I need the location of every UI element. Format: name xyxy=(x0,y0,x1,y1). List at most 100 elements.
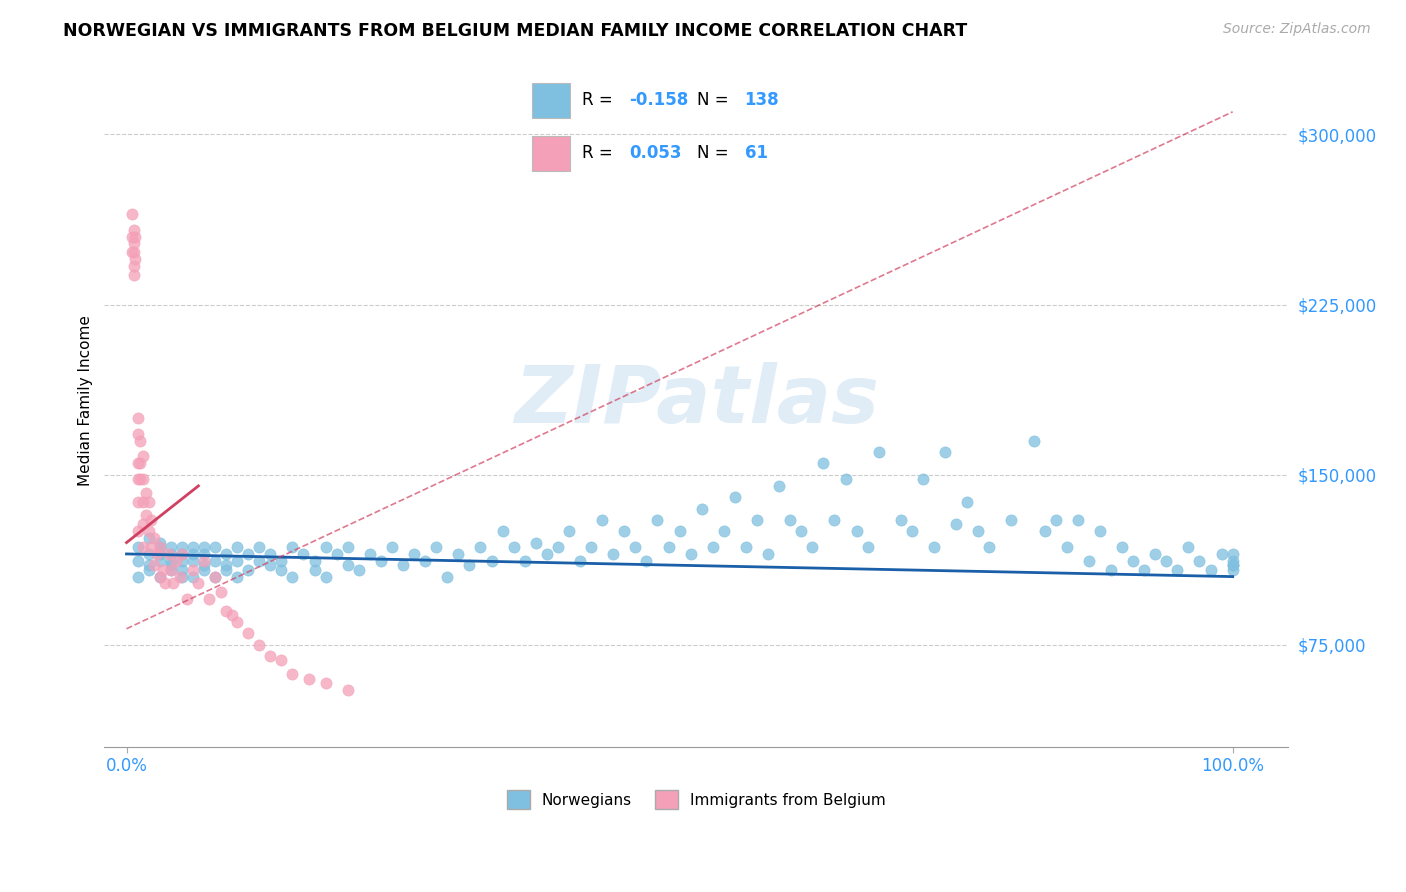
Text: R =: R = xyxy=(582,145,619,162)
Legend: Norwegians, Immigrants from Belgium: Norwegians, Immigrants from Belgium xyxy=(501,784,891,815)
Point xyxy=(122,268,145,282)
Point xyxy=(591,513,613,527)
Point xyxy=(247,554,270,568)
Point xyxy=(238,626,260,640)
Point xyxy=(181,554,204,568)
Point xyxy=(162,576,184,591)
Point xyxy=(1099,563,1122,577)
Bar xyxy=(531,83,571,118)
Point xyxy=(713,524,735,539)
Point xyxy=(404,547,426,561)
Point xyxy=(157,547,180,561)
Point xyxy=(170,547,193,561)
Point xyxy=(170,569,193,583)
Point xyxy=(1188,554,1211,568)
Point xyxy=(149,540,172,554)
Point xyxy=(558,524,581,539)
Point xyxy=(834,472,856,486)
Point xyxy=(315,676,337,690)
Point xyxy=(281,667,304,681)
Point xyxy=(413,554,436,568)
Point xyxy=(347,563,370,577)
Point xyxy=(132,495,155,509)
Point xyxy=(911,472,934,486)
Point xyxy=(1156,554,1178,568)
Point xyxy=(1077,554,1099,568)
Point xyxy=(1045,513,1067,527)
Point xyxy=(1056,540,1078,554)
Point xyxy=(152,563,174,577)
Text: NORWEGIAN VS IMMIGRANTS FROM BELGIUM MEDIAN FAMILY INCOME CORRELATION CHART: NORWEGIAN VS IMMIGRANTS FROM BELGIUM MED… xyxy=(63,22,967,40)
Text: Source: ZipAtlas.com: Source: ZipAtlas.com xyxy=(1223,22,1371,37)
Point xyxy=(1122,554,1144,568)
Point xyxy=(143,531,166,545)
Point xyxy=(856,540,879,554)
Point xyxy=(259,558,281,573)
Point xyxy=(425,540,447,554)
Point xyxy=(259,648,281,663)
Text: N =: N = xyxy=(697,145,734,162)
Point xyxy=(491,524,513,539)
Point xyxy=(215,604,238,618)
Point xyxy=(149,569,172,583)
Point xyxy=(132,540,155,554)
Point xyxy=(304,563,326,577)
Point xyxy=(181,569,204,583)
Point xyxy=(1199,563,1222,577)
Point xyxy=(204,554,226,568)
Text: -0.158: -0.158 xyxy=(630,91,689,109)
Point xyxy=(890,513,912,527)
Point xyxy=(132,472,155,486)
Point xyxy=(215,558,238,573)
Point xyxy=(138,547,160,561)
Point xyxy=(292,547,315,561)
Point xyxy=(181,540,204,554)
Point xyxy=(149,554,172,568)
Point xyxy=(122,259,145,273)
Point xyxy=(215,563,238,577)
Point xyxy=(127,554,149,568)
Point xyxy=(1067,513,1090,527)
Point xyxy=(138,531,160,545)
Point xyxy=(127,410,149,425)
Point xyxy=(159,540,181,554)
Point xyxy=(370,554,392,568)
Point xyxy=(569,554,592,568)
Point xyxy=(270,653,292,667)
Point xyxy=(170,563,193,577)
Point xyxy=(1222,558,1244,573)
Point xyxy=(159,563,181,577)
Point xyxy=(315,540,337,554)
Point xyxy=(779,513,801,527)
Text: R =: R = xyxy=(582,91,619,109)
Point xyxy=(193,540,215,554)
Point xyxy=(270,554,292,568)
Point xyxy=(536,547,558,561)
Point xyxy=(1222,554,1244,568)
Point xyxy=(934,445,956,459)
Point xyxy=(138,495,160,509)
Point xyxy=(128,472,150,486)
Point xyxy=(149,535,172,549)
Point xyxy=(1000,513,1022,527)
Point xyxy=(226,615,249,629)
Point xyxy=(226,554,249,568)
Point xyxy=(209,585,232,599)
Point xyxy=(149,540,172,554)
Point xyxy=(945,517,967,532)
Point xyxy=(1211,547,1233,561)
Point xyxy=(956,495,979,509)
Point xyxy=(1222,558,1244,573)
Point xyxy=(259,547,281,561)
Bar xyxy=(531,136,571,171)
Point xyxy=(122,223,145,237)
Point xyxy=(547,540,569,554)
Point xyxy=(281,540,304,554)
Point xyxy=(159,554,181,568)
Point xyxy=(624,540,647,554)
Point xyxy=(138,524,160,539)
Point xyxy=(127,456,149,470)
Point xyxy=(325,547,347,561)
Point xyxy=(315,569,337,583)
Point xyxy=(159,547,181,561)
